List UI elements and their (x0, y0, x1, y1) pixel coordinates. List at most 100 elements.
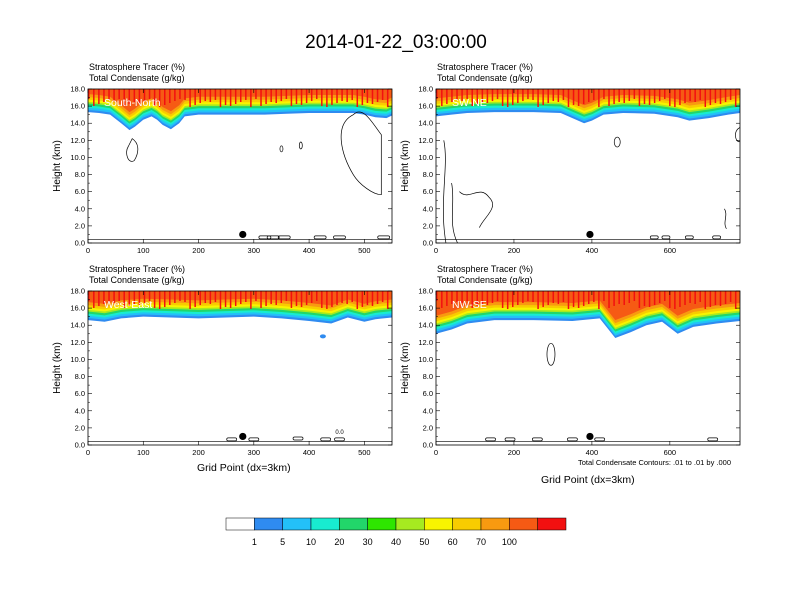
tracer-speckle (316, 89, 318, 99)
tracer-speckle (714, 291, 717, 305)
tracer-speckle (532, 89, 534, 100)
y-tick-label: 8.0 (423, 170, 433, 179)
tracer-speckle (724, 291, 727, 304)
tracer-speckle (471, 89, 473, 106)
tracer-speckle (199, 291, 201, 305)
tracer-speckle (719, 89, 722, 104)
colorbar-swatch (310, 517, 340, 531)
tracer-speckle (689, 89, 691, 101)
colorbar-swatch (395, 517, 425, 531)
condensate-contours (485, 342, 719, 442)
tracer-speckle (719, 291, 722, 306)
tracer-speckle (471, 291, 473, 308)
y-tick-label: 16.0 (70, 304, 85, 313)
tracer-speckle (93, 291, 95, 308)
tracer-speckle (451, 291, 453, 304)
tracer-speckle (169, 89, 171, 103)
tracer-speckle (704, 89, 707, 107)
tracer-speckle (542, 89, 544, 105)
y-tick-label: 16.0 (70, 102, 85, 111)
panel-header-south-north: Stratosphere Tracer (%) Total Condensate… (89, 62, 185, 84)
tracer-speckle (582, 291, 585, 306)
panel-label: SW-NE (452, 97, 487, 109)
tracer-speckle (133, 291, 136, 304)
tracer-speckle (674, 291, 676, 309)
tracer-speckle (260, 291, 262, 308)
x-tick-label: 500 (358, 448, 371, 457)
y-tick-label: 4.0 (423, 406, 433, 415)
tracer-speckle (108, 89, 110, 100)
contour-footnote: Total Condensate Contours: .01 to .01 by… (578, 458, 732, 467)
tracer-speckle (305, 89, 308, 103)
tracer-speckle (179, 89, 181, 99)
tracer-speckle (512, 291, 514, 307)
tracer-speckle (628, 89, 631, 101)
y-tick-label: 6.0 (423, 389, 433, 398)
header-tracer-label: Stratosphere Tracer (%) (89, 62, 186, 72)
tracer-speckle (547, 291, 549, 305)
colorbar-label: 50 (419, 537, 429, 547)
y-tick-label: 12.0 (70, 136, 85, 145)
tracer-speckle (103, 89, 105, 102)
y-axis-title: Height (km) (400, 342, 411, 394)
tracer-speckle (618, 291, 620, 304)
tracer-speckle (618, 89, 620, 102)
tracer-speckle (250, 291, 252, 309)
tracer-speckle (501, 89, 504, 106)
tracer-speckle (229, 89, 232, 106)
tracer-speckle (704, 291, 707, 309)
tracer-speckle (214, 89, 217, 100)
tracer-speckle (674, 89, 676, 107)
tracer-speckle (118, 89, 120, 99)
colorbar-swatch (254, 517, 283, 531)
y-tick-label: 4.0 (75, 204, 85, 213)
y-tick-label: 10.0 (70, 153, 85, 162)
tracer-speckle (648, 291, 651, 307)
x-tick-label: 400 (303, 246, 316, 255)
tracer-speckle (679, 291, 681, 307)
chart-panel-west-east: 0.0 West-East 0.0 2.0 4.0 6.0 8.0 10.0 12.0 14.0 1… (52, 287, 393, 457)
condensate-contours (226, 334, 345, 442)
tracer-speckle (224, 291, 227, 307)
tracer-speckle (133, 89, 136, 102)
colorbar-swatch (509, 517, 538, 531)
tracer-speckle (451, 89, 453, 102)
header-condensate-label: Total Condensate (g/kg) (89, 73, 185, 83)
x-axis-title-nw-se: Grid Point (dx=3km) (541, 474, 635, 486)
tracer-speckle (158, 291, 161, 309)
tracer-speckle (466, 291, 468, 301)
tracer-speckle (245, 89, 247, 100)
tracer-speckle (290, 291, 293, 308)
tracer-speckle (174, 89, 176, 101)
tracer-speckle (603, 89, 605, 99)
tracer-speckle (189, 291, 191, 309)
tracer-speckle (199, 89, 201, 103)
tracer-speckle (229, 291, 232, 308)
tracer-speckle (103, 291, 105, 304)
tracer-speckle (153, 291, 156, 308)
tracer-speckle (214, 291, 217, 302)
tracer-speckle (148, 89, 151, 99)
tracer-speckle (321, 89, 323, 106)
tracer-speckle (734, 291, 737, 309)
tracer-speckle (336, 291, 338, 305)
tracer-speckle (164, 89, 166, 105)
colorbar-swatch (225, 517, 255, 531)
tracer-speckle (260, 89, 262, 106)
tracer-speckle (638, 89, 641, 106)
colorbar-label: 60 (448, 537, 458, 547)
x-tick-label: 600 (664, 448, 677, 457)
colorbar-swatch (282, 517, 312, 531)
tracer-speckle (184, 291, 186, 302)
tracer-speckle (164, 291, 166, 307)
y-tick-label: 0.0 (423, 441, 433, 450)
tracer-speckle (356, 291, 359, 309)
y-tick-label: 18.0 (70, 287, 85, 296)
tracer-speckle (331, 291, 333, 307)
tracer-speckle (567, 89, 570, 107)
tracer-speckle (466, 89, 468, 99)
tracer-speckle (608, 89, 610, 106)
tracer-speckle (179, 291, 181, 301)
colorbar-label: 5 (280, 537, 285, 547)
tracer-speckle (593, 291, 595, 302)
